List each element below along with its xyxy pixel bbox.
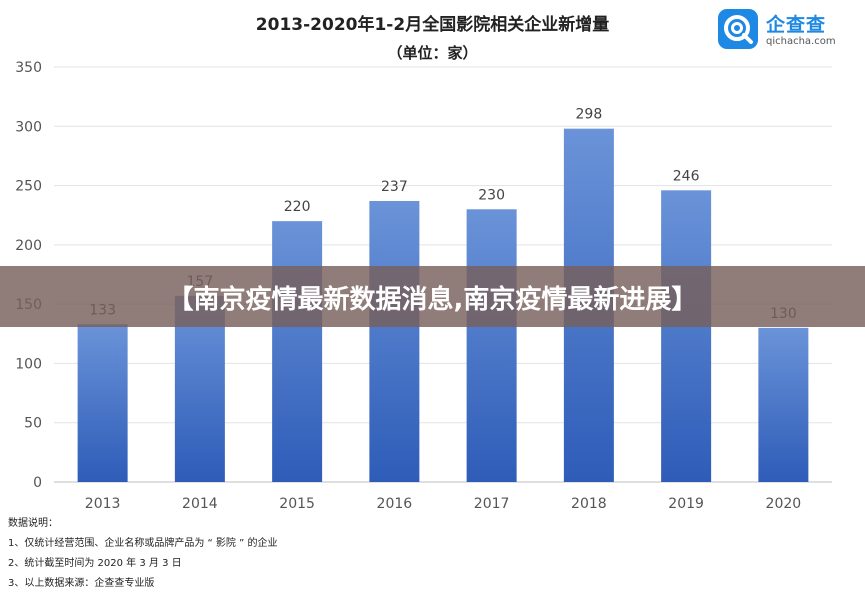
x-tick-label-2020: 2020 (766, 496, 802, 512)
notes-item: 1、仅统计经营范围、企业名称或品牌产品为 “ 影院 ” 的企业 (8, 538, 278, 549)
data-label-2017: 230 (478, 187, 505, 203)
bar-2019 (661, 190, 712, 483)
x-tick-label-2017: 2017 (474, 496, 510, 512)
data-label-2019: 246 (673, 168, 700, 184)
bar-2016 (369, 200, 420, 482)
notes-item: 3、以上数据来源：企查查专业版 (8, 578, 155, 589)
data-label-2015: 220 (284, 199, 311, 215)
y-tick-label: 300 (15, 119, 42, 135)
logo-name: 企查查 (766, 14, 827, 36)
y-tick-label: 250 (15, 179, 42, 195)
bar-2017 (466, 209, 517, 483)
bar-2020 (758, 327, 809, 482)
x-tick-label-2014: 2014 (182, 496, 218, 512)
y-tick-label: 0 (33, 475, 42, 491)
data-label-2018: 298 (576, 107, 603, 123)
bar-2013 (77, 324, 128, 482)
data-label-2016: 237 (381, 179, 408, 195)
x-tick-label-2013: 2013 (85, 496, 121, 512)
bar-2015 (272, 221, 323, 482)
x-tick-label-2016: 2016 (377, 496, 413, 512)
logo-domain: qichacha.com (766, 36, 836, 47)
y-tick-label: 50 (24, 416, 42, 432)
chart-subtitle: （单位：家） (387, 44, 478, 62)
qichacha-logo: 企查查 qichacha.com (718, 8, 843, 50)
notes-heading: 数据说明： (8, 518, 58, 529)
chart-title: 2013-2020年1-2月全国影院相关企业新增量 (255, 15, 610, 35)
y-tick-label: 200 (15, 238, 42, 254)
headline-banner: 【南京疫情最新数据消息,南京疫情最新进展】 (0, 266, 865, 327)
notes-item: 2、统计截至时间为 2020 年 3 月 3 日 (8, 558, 182, 569)
x-tick-label-2019: 2019 (668, 496, 704, 512)
x-tick-label-2018: 2018 (571, 496, 607, 512)
qichacha-logo-icon (718, 9, 758, 49)
headline-text[interactable]: 【南京疫情最新数据消息,南京疫情最新进展】 (167, 285, 698, 315)
data-notes: 数据说明： 1、仅统计经营范围、企业名称或品牌产品为 “ 影院 ” 的企业 2、… (8, 514, 277, 594)
y-tick-label: 350 (15, 60, 42, 76)
x-tick-label-2015: 2015 (279, 496, 315, 512)
y-tick-label: 100 (15, 356, 42, 372)
